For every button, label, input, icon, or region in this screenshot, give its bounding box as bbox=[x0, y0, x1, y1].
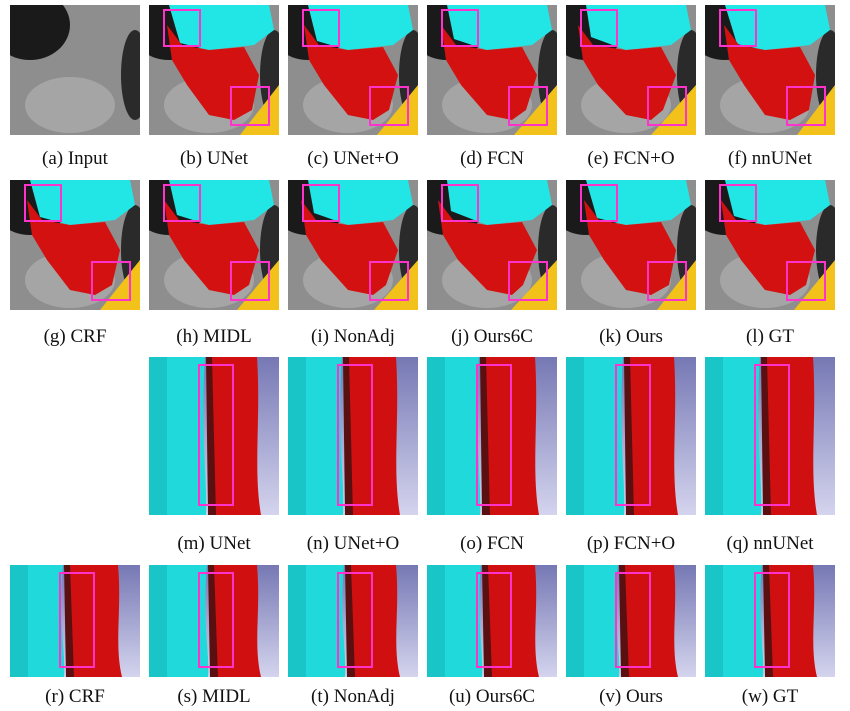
surface-panel bbox=[288, 357, 418, 515]
cyan-shade bbox=[149, 357, 167, 515]
caption: (e) FCN+O bbox=[556, 148, 706, 170]
figure: {"captions": ["(a) Input", "(b) UNet", "… bbox=[0, 0, 850, 711]
ct-panel bbox=[427, 5, 557, 135]
surface-panel bbox=[566, 357, 696, 515]
cyan-shade bbox=[288, 357, 306, 515]
ct-panel bbox=[149, 5, 279, 135]
red-surface bbox=[626, 357, 678, 515]
caption: (g) CRF bbox=[0, 326, 150, 348]
cyan-shade bbox=[705, 357, 723, 515]
surface-panel bbox=[149, 565, 279, 677]
ct-panel bbox=[288, 5, 418, 135]
caption: (k) Ours bbox=[556, 326, 706, 348]
caption: (c) UNet+O bbox=[278, 148, 428, 170]
cyan-shade bbox=[705, 565, 723, 677]
caption: (t) NonAdj bbox=[278, 686, 428, 708]
surface-panel bbox=[10, 565, 140, 677]
ct-panel bbox=[288, 180, 418, 310]
caption: (f) nnUNet bbox=[695, 148, 845, 170]
caption: (n) UNet+O bbox=[278, 533, 428, 555]
ct-panel bbox=[705, 180, 835, 310]
surface-panel bbox=[705, 565, 835, 677]
caption: (p) FCN+O bbox=[556, 533, 706, 555]
cyan-shade bbox=[566, 565, 584, 677]
caption: (a) Input bbox=[0, 148, 150, 170]
caption: (d) FCN bbox=[417, 148, 567, 170]
ct-panel bbox=[10, 5, 140, 135]
cyan-shade bbox=[566, 357, 584, 515]
cyan-shade bbox=[149, 565, 167, 677]
surface-panel bbox=[566, 565, 696, 677]
ct-panel bbox=[566, 5, 696, 135]
red-surface bbox=[765, 565, 817, 677]
caption: (m) UNet bbox=[139, 533, 289, 555]
ct-panel bbox=[427, 180, 557, 310]
caption: (i) NonAdj bbox=[278, 326, 428, 348]
caption: (r) CRF bbox=[0, 686, 150, 708]
surface-panel bbox=[427, 357, 557, 515]
caption: (s) MIDL bbox=[139, 686, 289, 708]
red-surface bbox=[347, 565, 400, 677]
caption: (b) UNet bbox=[139, 148, 289, 170]
surface-panel bbox=[705, 357, 835, 515]
caption: (j) Ours6C bbox=[417, 326, 567, 348]
caption: (u) Ours6C bbox=[417, 686, 567, 708]
cyan-shade bbox=[288, 565, 306, 677]
surface-panel bbox=[288, 565, 418, 677]
red-surface bbox=[210, 565, 261, 677]
ct-panel bbox=[705, 5, 835, 135]
ct-panel bbox=[566, 180, 696, 310]
surface-panel bbox=[149, 357, 279, 515]
caption: (q) nnUNet bbox=[695, 533, 845, 555]
caption: (l) GT bbox=[695, 326, 845, 348]
cyan-shade bbox=[427, 357, 445, 515]
cyan-shade bbox=[10, 565, 28, 677]
caption: (v) Ours bbox=[556, 686, 706, 708]
red-surface bbox=[208, 357, 261, 515]
cyan-shade bbox=[427, 565, 445, 677]
light-region bbox=[25, 77, 115, 133]
caption: (w) GT bbox=[695, 686, 845, 708]
surface-panel bbox=[427, 565, 557, 677]
ct-panel bbox=[10, 180, 140, 310]
caption: (o) FCN bbox=[417, 533, 567, 555]
caption: (h) MIDL bbox=[139, 326, 289, 348]
ct-panel bbox=[149, 180, 279, 310]
